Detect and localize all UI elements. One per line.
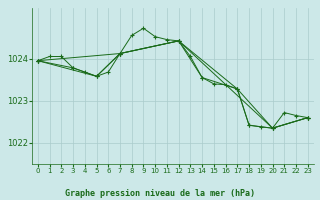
- Text: Graphe pression niveau de la mer (hPa): Graphe pression niveau de la mer (hPa): [65, 189, 255, 198]
